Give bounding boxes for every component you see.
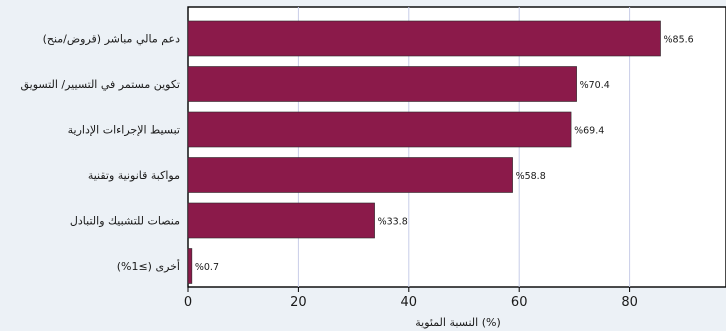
x-axis-title: النسبة المئوية (%) (415, 316, 501, 329)
bar (187, 248, 193, 284)
tick-label: 20 (290, 295, 307, 310)
value-label: %58.8 (516, 171, 546, 182)
bar (187, 66, 577, 102)
bar (187, 111, 572, 148)
bars (187, 20, 661, 284)
value-labels: %85.6 %70.4 %69.4 %58.8 %33.8 %0.7 (195, 35, 694, 274)
value-label: %69.4 (574, 126, 604, 137)
category-label: تبسيط الإجراءات الإدارية (68, 124, 180, 137)
category-label: أخرى (≥1%) (117, 259, 180, 273)
tick-label: 0 (184, 295, 192, 310)
tick-label: 80 (621, 295, 638, 310)
value-label: %33.8 (378, 217, 408, 228)
bar (187, 202, 375, 239)
bar (187, 157, 513, 193)
category-labels: دعم مالي مباشر (قروض/منح) تكوين مستمر في … (20, 33, 180, 274)
tick-label: 60 (511, 295, 528, 310)
value-label: %70.4 (580, 80, 610, 91)
category-label: تكوين مستمر في التسيير/ التسويق (20, 78, 180, 92)
category-label: دعم مالي مباشر (قروض/منح) (43, 33, 181, 46)
category-label: منصات للتشبيك والتبادل (70, 215, 180, 228)
bar (187, 20, 661, 57)
value-label: %0.7 (195, 262, 219, 273)
tick-label: 40 (401, 295, 418, 310)
x-axis-ticks: 0 20 40 60 80 (184, 287, 638, 310)
category-label: مواكبة قانونية وتقنية (88, 169, 180, 182)
value-label: %85.6 (664, 35, 694, 46)
